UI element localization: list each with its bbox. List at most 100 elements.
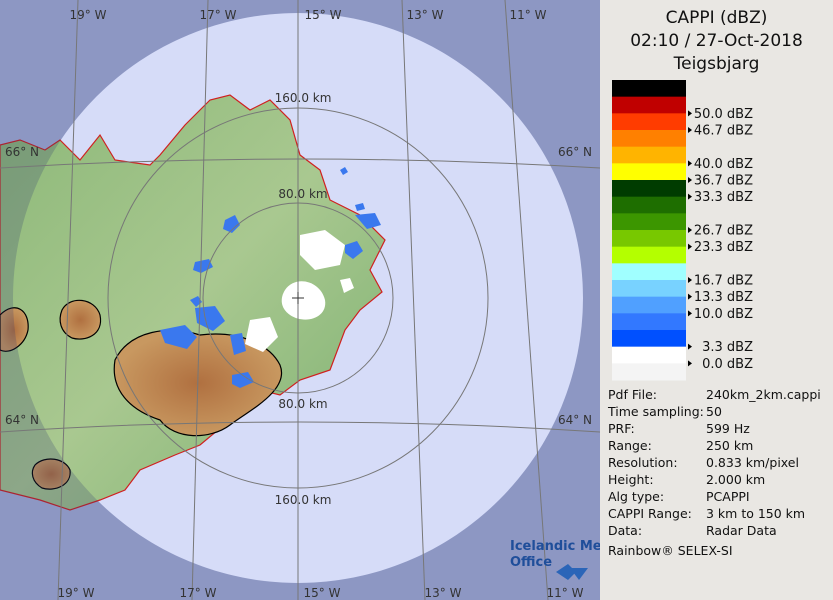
info-row: Alg type: PCAPPI [608,489,833,506]
legend-swatch [612,263,686,281]
info-key: Pdf File: [608,387,657,402]
info-row: Data: Radar Data [608,523,833,540]
longitude-label: 17° W [180,586,217,600]
info-value: PCAPPI [706,489,750,504]
info-value: 3 km to 150 km [706,506,806,521]
longitude-label: 19° W [70,8,107,22]
legend-label: 33.3 dBZ [694,190,753,205]
legend-pointer [688,227,692,233]
legend-label: 40.0 dBZ [694,157,753,172]
legend-swatch [612,363,686,381]
legend-swatch [612,180,686,198]
info-value: 240km_2km.cappi [706,387,821,402]
legend-swatch [612,346,686,364]
legend-pointer [688,243,692,250]
legend-label: 13.3 dBZ [694,290,753,305]
radar-map: 160.0 km 80.0 km 80.0 km 160.0 km 19° W 17° W… [0,0,600,600]
latitude-label: 64° N [5,413,39,427]
latitude-label: 66° N [5,145,39,159]
site: Teigsbjarg [673,54,760,74]
info-row: Height: 2.000 km [608,472,833,489]
range-label: 80.0 km [278,397,327,411]
legend-swatch [612,163,686,181]
radar-clutter [245,230,354,352]
legend-pointer [688,293,692,300]
range-rings [107,107,489,489]
logo: Icelandic Met Office [510,539,600,580]
info-row: PRF: 599 Hz [608,421,833,438]
latitude-label: 64° N [558,413,592,427]
legend-swatch [612,80,686,98]
legend-swatch [612,213,686,231]
longitude-label: 13° W [425,586,462,600]
info-value: Radar Data [706,523,777,538]
logo-text: Icelandic Met [510,539,600,554]
info-row: Time sampling: 50 [608,404,833,421]
legend-swatch [612,246,686,264]
side-panel: CAPPI (dBZ) 02:10 / 27-Oct-2018 Teigsbja… [600,0,833,600]
legend-pointer [688,160,692,167]
range-label: 80.0 km [278,187,327,201]
radar-echoes [160,167,381,388]
info-key: CAPPI Range: [608,506,692,521]
longitude-label: 13° W [407,8,444,22]
legend-pointer [688,127,692,133]
info-key: Alg type: [608,489,665,504]
info-key: Time sampling: [608,404,704,419]
range-label: 160.0 km [275,91,332,105]
graticule [0,0,600,600]
longitude-label: 15° W [304,586,341,600]
legend-swatch [612,230,686,248]
legend-label: 36.7 dBZ [694,174,753,189]
longitude-label: 15° W [305,8,342,22]
longitude-label: 11° W [510,8,547,22]
info-value: 50 [706,404,722,419]
legend-swatch [612,330,686,348]
legend-pointer [688,110,692,117]
legend-pointer [688,193,692,200]
title: CAPPI (dBZ) [665,8,768,28]
legend-label: 0.0 dBZ [702,357,753,372]
info-value: 0.833 km/pixel [706,455,799,470]
legend-swatch [612,130,686,148]
info-key: PRF: [608,421,635,436]
legend-pointer [688,310,692,317]
longitude-label: 19° W [58,586,95,600]
legend-pointer [688,360,692,367]
info-row: Pdf File: 240km_2km.cappi [608,387,833,404]
latitude-label: 66° N [558,145,592,159]
logo-text: Office [510,555,552,570]
legend-swatch [612,113,686,131]
legend-label: 16.7 dBZ [694,274,753,289]
info-value: 2.000 km [706,472,766,487]
legend-pointer [688,177,692,183]
glacier [59,299,102,340]
legend-pointer [688,277,692,283]
info-row: Resolution: 0.833 km/pixel [608,455,833,472]
legend-label: 10.0 dBZ [694,307,753,322]
legend-label: 26.7 dBZ [694,224,753,239]
legend-label: 46.7 dBZ [694,124,753,139]
legend-swatch [612,196,686,214]
glacier [0,307,29,352]
info-key: Data: [608,523,643,538]
map-labels: 160.0 km 80.0 km 80.0 km 160.0 km 19° W 17° W… [5,8,592,600]
info-value: 599 Hz [706,421,750,436]
info-key: Height: [608,472,654,487]
info-key: Resolution: [608,455,678,470]
legend-pointer [688,343,692,350]
time: 02:10 / 27-Oct-2018 [630,31,803,51]
range-label: 160.0 km [275,493,332,507]
info-value: 250 km [706,438,754,453]
legend-label: 23.3 dBZ [694,240,753,255]
info-row: Range: 250 km [608,438,833,455]
longitude-label: 11° W [547,586,584,600]
legend-swatch [612,146,686,164]
footer: Rainbow® SELEX-SI [608,543,733,558]
legend-swatch [612,296,686,314]
longitude-label: 17° W [200,8,237,22]
info-row: CAPPI Range: 3 km to 150 km [608,506,833,523]
info-key: Range: [608,438,652,453]
legend-swatch [612,313,686,331]
